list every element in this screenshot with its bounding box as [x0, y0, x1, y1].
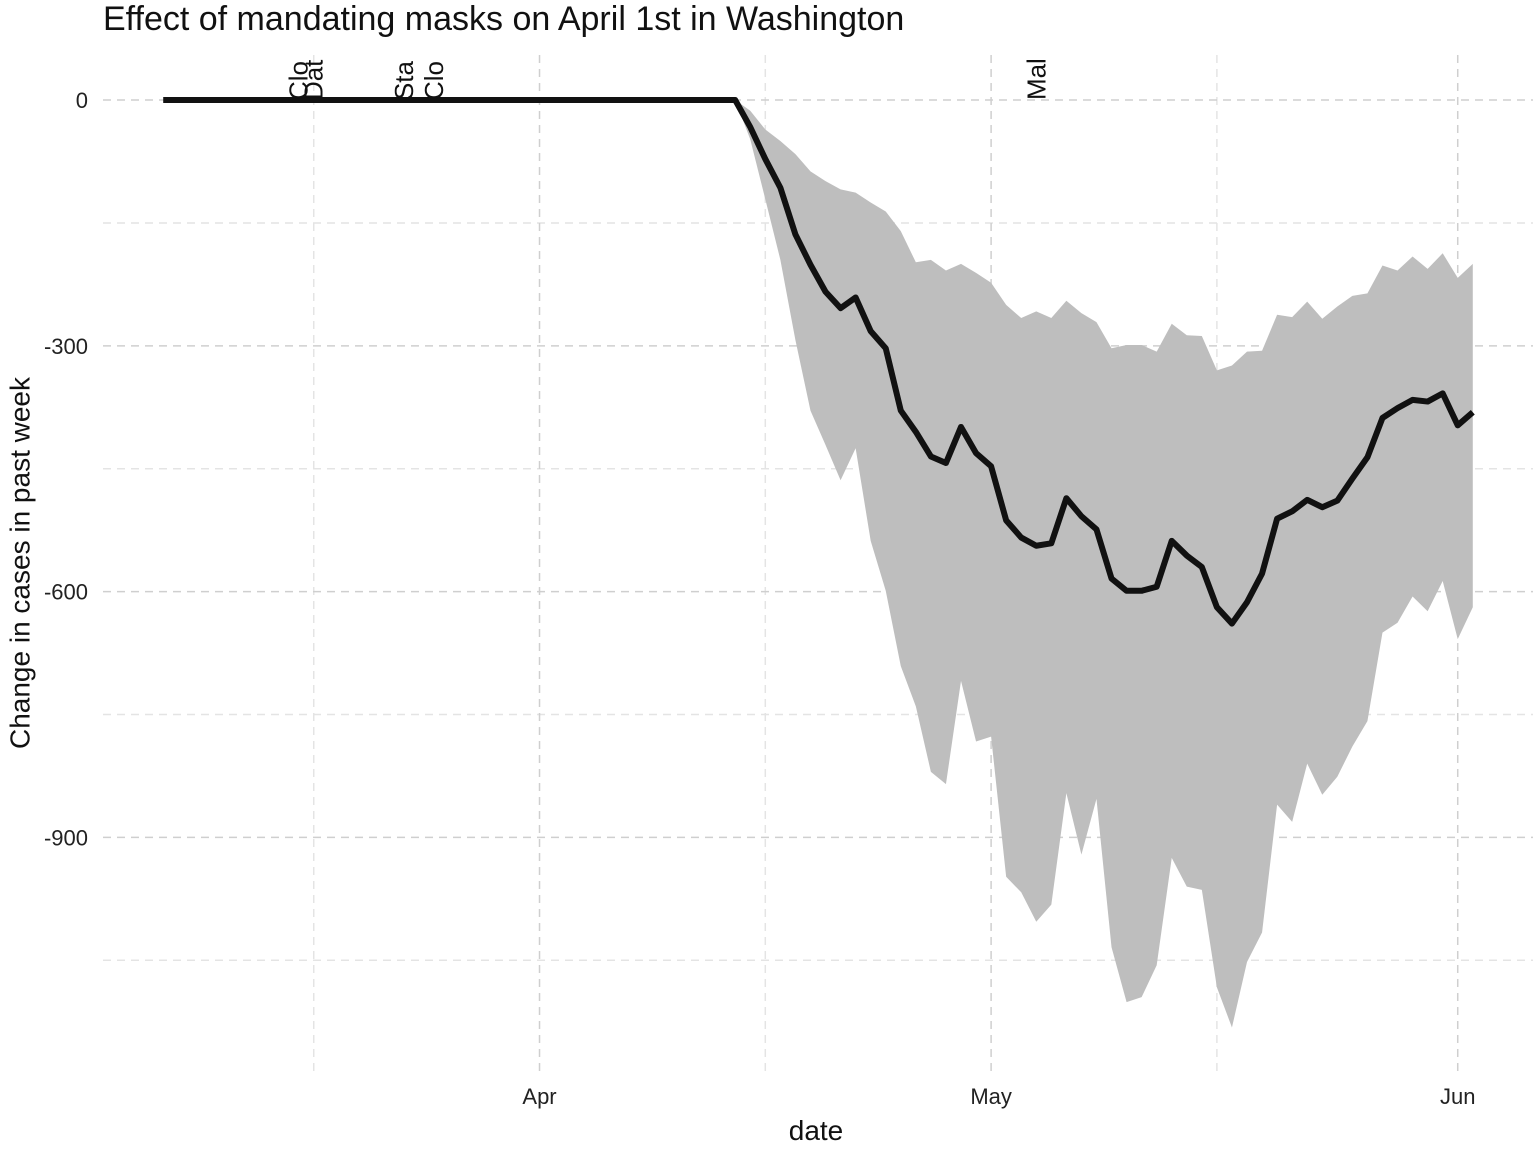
- x-axis-label: date: [789, 1115, 844, 1146]
- y-tick-label: -600: [44, 580, 88, 605]
- y-tick-label: -900: [44, 825, 88, 850]
- annotation: Dat: [299, 59, 329, 100]
- x-tick-label: Jun: [1440, 1084, 1475, 1109]
- y-tick-label: 0: [76, 88, 88, 113]
- x-tick-label: Apr: [522, 1084, 556, 1109]
- chart-title: Effect of mandating masks on April 1st i…: [103, 0, 904, 38]
- y-tick-label: -300: [44, 334, 88, 359]
- line: [163, 97, 1475, 627]
- x-tick-label: May: [970, 1084, 1012, 1109]
- annotation: Clo: [284, 61, 314, 100]
- y-axis-label: Change in cases in past week: [4, 376, 35, 749]
- annotation: Sta: [389, 60, 419, 100]
- annotation: Mal: [1021, 58, 1051, 100]
- annotation: Clo: [419, 61, 449, 100]
- confidence-band: [163, 100, 1473, 1028]
